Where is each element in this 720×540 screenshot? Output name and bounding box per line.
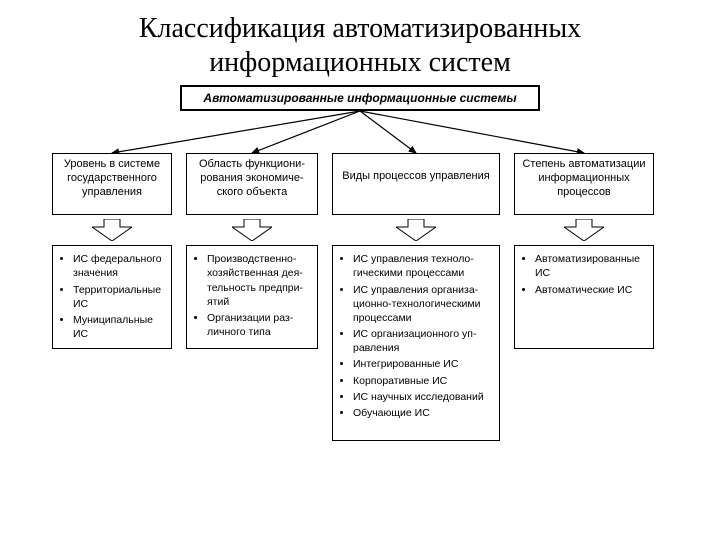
- slide-title: Классификация автоматизированных информа…: [0, 0, 720, 85]
- diagram-container: Автоматизированные информационные систем…: [0, 85, 720, 535]
- list-item: Автоматизиро­ванные ИС: [535, 252, 649, 280]
- list-item: Муниципальные ИС: [73, 313, 167, 341]
- category-box: Уровень в системе государ­ственного упра…: [52, 153, 172, 215]
- list-item: Интегрированные ИС: [353, 357, 495, 371]
- down-arrow-icon: [92, 219, 132, 241]
- down-arrow-icon: [564, 219, 604, 241]
- list-item: Корпоративные ИС: [353, 374, 495, 388]
- down-arrow-icon: [232, 219, 272, 241]
- root-node: Автоматизированные информационные систем…: [180, 85, 540, 111]
- list-item: ИС управления организа­ционно-технологич…: [353, 283, 495, 326]
- list-item: Обучающие ИС: [353, 406, 495, 420]
- category-box: Степень автомати­зации информаци­онных п…: [514, 153, 654, 215]
- category-box: Область функциони­рования экономиче­ског…: [186, 153, 318, 215]
- category-list: Автоматизиро­ванные ИС Автоматические ИС: [514, 245, 654, 349]
- list-item: ИС управления техноло­гическими процесса…: [353, 252, 495, 280]
- list-item: Производственно-хозяйственная дея­тельно…: [207, 252, 313, 309]
- list-item: ИС организационного уп­равления: [353, 327, 495, 355]
- list-item: Территориаль­ные ИС: [73, 283, 167, 311]
- list-item: Автоматические ИС: [535, 283, 649, 297]
- category-list: ИС управления техноло­гическими процесса…: [332, 245, 500, 441]
- list-item: Организации раз­личного типа: [207, 311, 313, 339]
- list-item: ИС научных исследований: [353, 390, 495, 404]
- list-item: ИС федерально­го значения: [73, 252, 167, 280]
- category-list: ИС федерально­го значения Территориаль­н…: [52, 245, 172, 349]
- category-list: Производственно-хозяйственная дея­тельно…: [186, 245, 318, 349]
- down-arrow-icon: [396, 219, 436, 241]
- category-box: Виды процессов управления: [332, 153, 500, 215]
